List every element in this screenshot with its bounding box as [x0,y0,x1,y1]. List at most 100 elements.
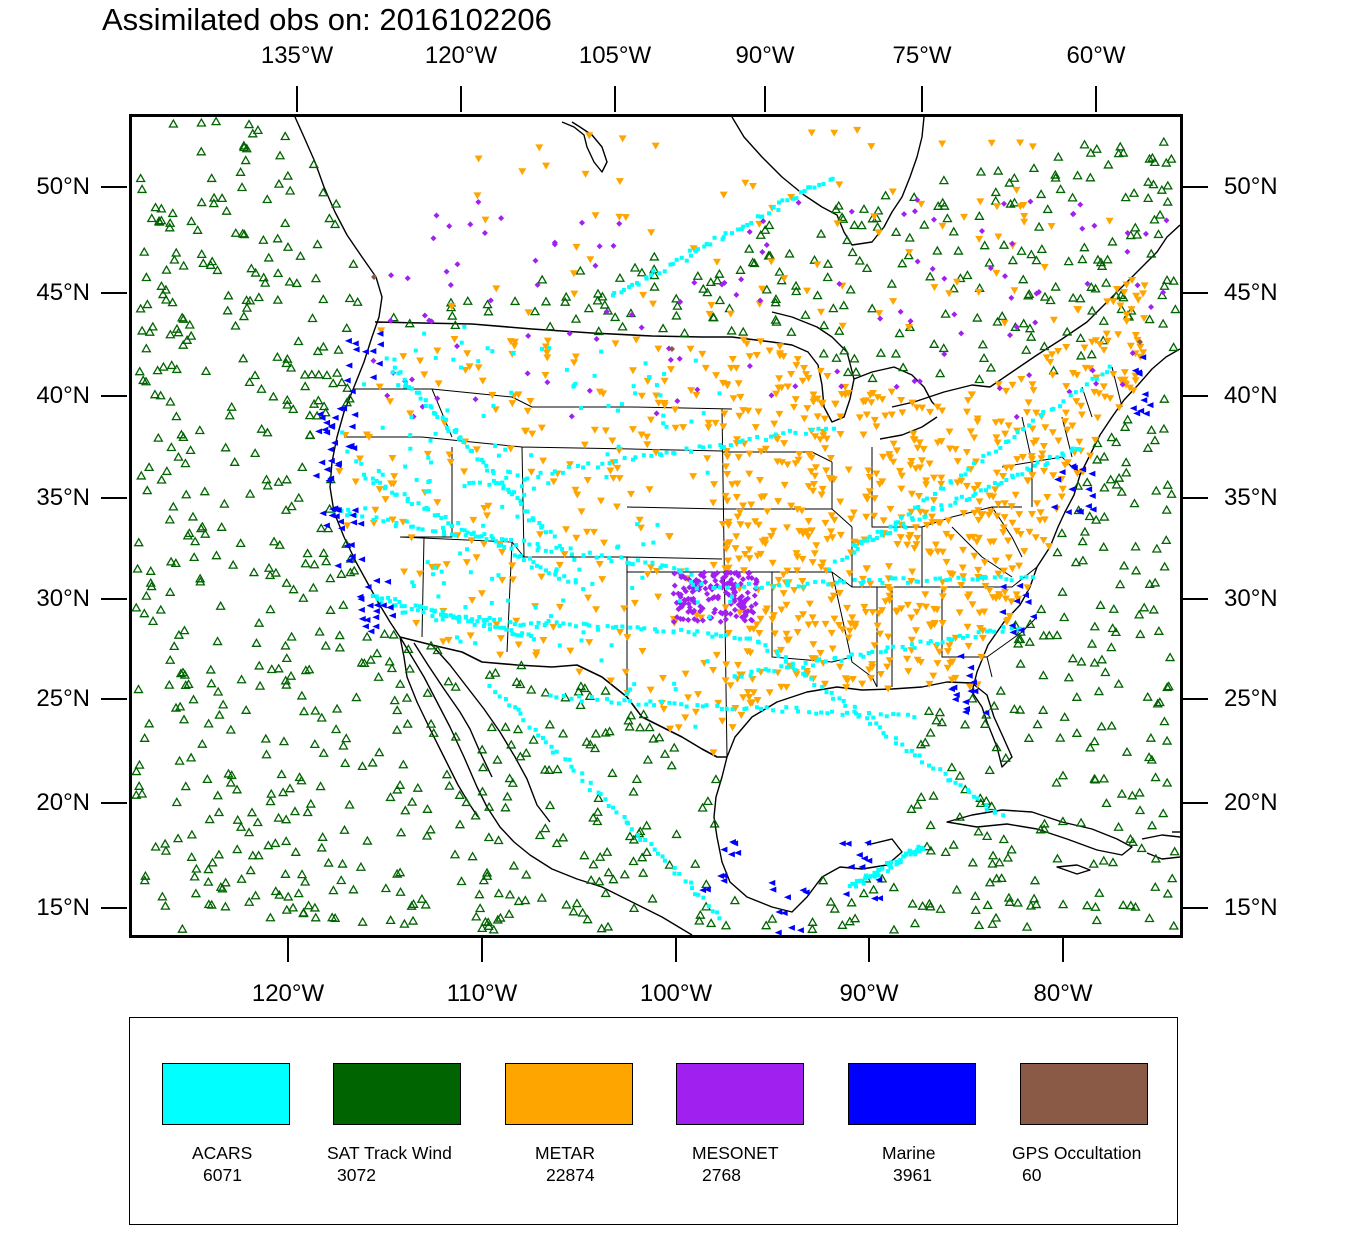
observation-marker [755,214,760,219]
observation-marker [820,579,825,584]
observation-marker [586,256,595,264]
observation-marker [847,863,855,870]
observation-marker [585,739,596,749]
observation-marker [754,408,763,416]
observation-marker [975,498,984,506]
top-tick [614,86,616,112]
observation-marker [694,915,705,925]
observation-marker [756,640,761,645]
observation-marker [710,909,715,914]
observation-marker [250,448,261,458]
observation-marker [717,916,722,921]
observation-marker [692,612,701,620]
observation-marker [640,575,645,580]
observation-marker [793,553,802,561]
observation-marker [929,672,938,680]
observation-marker [360,514,365,519]
map-canvas [132,117,1180,935]
left-lat-label: 15°N [36,894,90,921]
top-tick [764,86,766,112]
observation-marker [760,538,769,546]
observation-marker [973,920,985,930]
observation-marker [1140,282,1149,290]
observation-marker [444,636,453,644]
observation-marker [1122,311,1131,319]
observation-marker [784,665,789,670]
observation-marker [808,559,817,567]
observation-marker [404,519,409,524]
observation-marker [693,249,698,254]
observation-marker [659,699,664,704]
left-tick [101,802,127,804]
observation-marker [282,170,294,180]
observation-marker [807,916,818,926]
observation-marker [336,518,344,525]
observation-marker [707,444,712,449]
observation-marker [1158,136,1169,146]
observation-marker [526,632,531,637]
observation-marker [220,877,231,887]
observation-marker [1168,342,1179,352]
observation-marker [263,562,275,572]
observation-marker [191,863,202,873]
observation-marker [1012,527,1021,535]
observation-marker [867,373,878,383]
observation-marker [633,391,638,396]
observation-marker [776,653,781,658]
observation-marker [732,364,741,372]
observation-marker [958,564,967,572]
observation-marker [424,489,429,494]
observation-marker [312,472,320,479]
observation-marker [258,272,269,282]
observation-marker [373,671,384,681]
observation-marker [371,481,376,486]
observation-marker [724,303,735,313]
observation-marker [207,857,218,867]
observation-marker [235,538,246,548]
observation-marker [225,724,236,734]
observation-marker [507,490,512,495]
observation-marker [809,398,818,406]
observation-marker [970,577,975,582]
observation-marker [498,548,507,556]
observation-marker [167,208,178,218]
observation-marker [875,529,880,534]
observation-marker [697,614,706,622]
observation-marker [583,303,594,313]
observation-marker [930,474,939,482]
observation-marker [966,467,971,472]
observation-marker [729,895,740,905]
observation-marker [838,300,849,310]
observation-marker [829,690,834,695]
observation-marker [732,493,741,501]
observation-marker [836,498,845,506]
observation-marker [1026,249,1037,259]
observation-marker [873,622,882,630]
observation-marker [797,507,806,515]
observation-marker [885,860,890,865]
observation-marker [982,900,993,910]
legend-count-gps-occultation: 60 [1022,1165,1042,1185]
observation-marker [406,900,417,910]
observation-marker [728,599,733,604]
observation-marker [136,325,148,335]
observation-marker [488,924,499,934]
observation-marker [1041,409,1046,414]
legend-swatch-sat-track-wind [333,1063,461,1125]
right-lat-label: 15°N [1224,894,1278,921]
observation-marker [684,694,693,702]
observation-marker [714,268,725,278]
observation-marker [914,196,921,203]
observation-marker [903,601,912,609]
observation-marker [718,578,725,585]
legend-label-sat-track-wind: SAT Track Wind [327,1143,452,1163]
observation-marker [630,562,635,567]
observation-marker [702,796,714,806]
observation-marker [893,540,902,548]
observation-marker [1134,609,1145,619]
observation-marker [581,170,590,178]
observation-marker [671,629,676,634]
observation-marker [709,818,720,828]
observation-marker [912,541,921,549]
observation-marker [1029,613,1037,620]
